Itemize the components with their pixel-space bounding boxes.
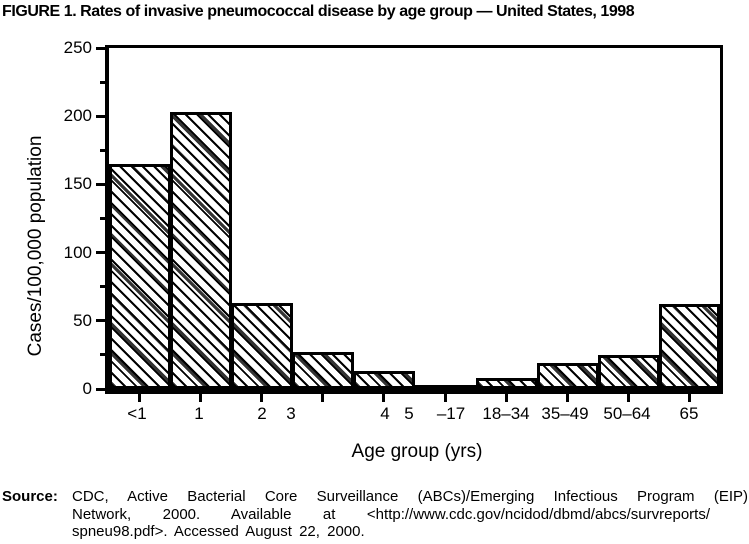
x-tick-50–64	[626, 393, 630, 402]
y-tick-major-100	[96, 251, 106, 255]
source-text: CDC, Active Bacterial Core Surveillance …	[72, 488, 748, 541]
x-tick-35–49	[565, 393, 569, 402]
x-tick-2	[260, 393, 264, 402]
figure-title: FIGURE 1. Rates of invasive pneumococcal…	[2, 3, 635, 20]
x-tick-3	[321, 393, 325, 402]
bar-50–64	[597, 354, 660, 389]
x-tick-4	[382, 393, 386, 402]
x-tick-label-50–64: 50–64	[603, 404, 651, 423]
x-tick-65	[687, 393, 691, 402]
y-tick-minor-225	[100, 80, 106, 84]
x-tick-label-65: 65	[679, 404, 699, 423]
bar-35–49	[536, 363, 599, 389]
x-axis-title: Age group (yrs)	[351, 441, 483, 462]
x-tick-label-5: 5	[404, 404, 414, 423]
x-tick-label-<1: <1	[127, 404, 147, 423]
x-tick-label-18–34: 18–34	[482, 404, 530, 423]
y-tick-major-0	[96, 387, 106, 391]
bar-5–17	[414, 384, 477, 389]
y-tick-major-200	[96, 114, 106, 118]
x-tick-label-1: 1	[194, 404, 204, 423]
bar-<1	[109, 163, 172, 389]
x-tick-5–17	[443, 393, 447, 402]
source-label: Source:	[2, 488, 58, 505]
y-tick-major-250	[96, 46, 106, 50]
source-line-1: CDC, Active Bacterial Core Surveillance …	[72, 488, 748, 505]
source-line-2: Network, 2000. Available at <http://www.…	[72, 505, 710, 523]
x-tick-1	[199, 393, 203, 402]
y-tick-major-50	[96, 319, 106, 323]
y-tick-minor-175	[100, 148, 106, 152]
y-tick-major-150	[96, 182, 106, 186]
x-tick-label-–17: –17	[436, 404, 466, 423]
y-tick-label-50: 50	[73, 310, 92, 330]
x-tick-label-35–49: 35–49	[541, 404, 589, 423]
source-note: Source: CDC, Active Bacterial Core Surve…	[2, 488, 748, 541]
x-tick-<1	[138, 393, 142, 402]
y-tick-minor-75	[100, 285, 106, 289]
y-tick-label-200: 200	[63, 106, 92, 126]
x-tick-label-2: 2	[257, 404, 267, 423]
bar-4	[353, 371, 416, 389]
bar-65	[658, 304, 720, 389]
x-tick-label-3: 3	[286, 404, 296, 423]
bar-18–34	[475, 378, 538, 389]
y-tick-minor-125	[100, 217, 106, 220]
plot-area	[105, 45, 723, 394]
y-tick-label-150: 150	[63, 174, 92, 194]
bar-1	[170, 112, 233, 389]
x-tick-18–34	[504, 393, 508, 402]
source-line-3: spneu98.pdf>. Accessed August 22, 2000.	[72, 523, 365, 540]
y-tick-label-100: 100	[63, 242, 92, 262]
bar-3	[292, 352, 355, 389]
bar-2	[231, 303, 294, 389]
y-tick-minor-25	[100, 353, 106, 357]
y-tick-label-250: 250	[63, 38, 92, 57]
y-tick-label-0: 0	[82, 379, 92, 398]
x-tick-label-4: 4	[380, 404, 390, 423]
